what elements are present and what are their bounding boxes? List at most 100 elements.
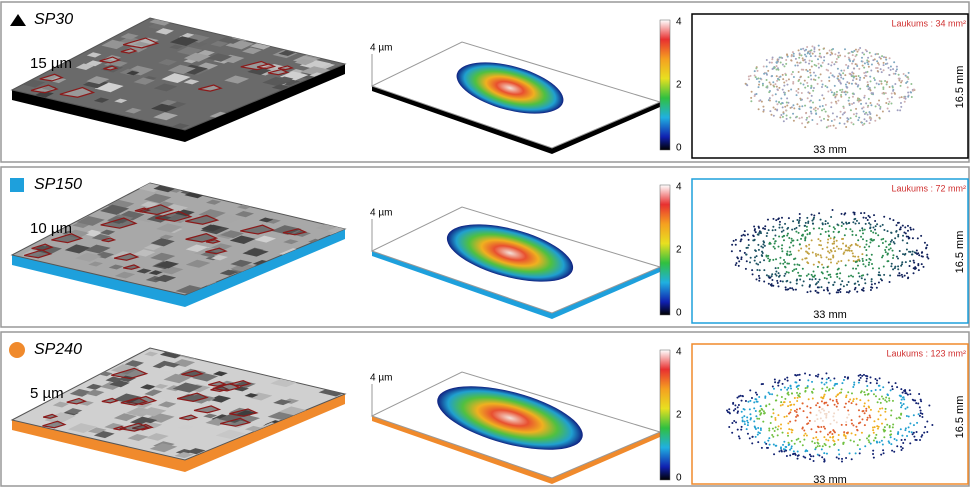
trace-dot bbox=[879, 80, 881, 82]
trace-dot bbox=[827, 63, 829, 65]
trace-dot bbox=[898, 80, 900, 82]
trace-dot bbox=[799, 408, 801, 410]
trace-dot bbox=[874, 220, 876, 222]
trace-dot bbox=[883, 216, 885, 218]
trace-dot bbox=[794, 374, 796, 376]
trace-dot bbox=[908, 431, 910, 433]
trace-dot bbox=[786, 114, 788, 116]
trace-dot bbox=[890, 65, 892, 67]
trace-dot bbox=[821, 382, 823, 384]
trace-dot bbox=[767, 255, 769, 257]
trace-dot bbox=[928, 404, 930, 406]
trace-dot bbox=[868, 439, 870, 441]
trace-dot bbox=[852, 276, 854, 278]
trace-dot bbox=[801, 92, 803, 94]
trace-dot bbox=[873, 457, 875, 459]
trace-dot bbox=[866, 419, 868, 421]
trace-dot bbox=[812, 218, 814, 220]
trace-dot bbox=[861, 418, 863, 420]
trace-dot bbox=[864, 394, 866, 396]
trace-dot bbox=[786, 234, 788, 236]
trace-dot bbox=[874, 229, 876, 231]
trace-dot bbox=[871, 278, 873, 280]
width-label: 33 mm bbox=[813, 474, 847, 486]
trace-dot bbox=[747, 233, 749, 235]
trace-dot bbox=[820, 431, 822, 433]
trace-dot bbox=[799, 106, 801, 108]
trace-dot bbox=[800, 54, 802, 56]
trace-dot bbox=[833, 419, 835, 421]
trace-dot bbox=[740, 258, 742, 260]
trace-dot bbox=[883, 274, 885, 276]
trace-dot bbox=[741, 411, 743, 413]
trace-dot bbox=[879, 106, 881, 108]
trace-dot bbox=[921, 263, 923, 265]
trace-dot bbox=[913, 432, 915, 434]
trace-dot bbox=[815, 290, 817, 292]
trace-dot bbox=[775, 426, 777, 428]
trace-dot bbox=[800, 238, 802, 240]
trace-dot bbox=[923, 266, 925, 268]
trace-dot bbox=[862, 263, 864, 265]
trace-dot bbox=[883, 64, 885, 66]
trace-dot bbox=[900, 265, 902, 267]
trace-dot bbox=[882, 386, 884, 388]
trace-dot bbox=[754, 74, 756, 76]
trace-dot bbox=[784, 386, 786, 388]
trace-dot bbox=[793, 120, 795, 122]
trace-dot bbox=[811, 239, 813, 241]
trace-dot bbox=[900, 428, 902, 430]
trace-dot bbox=[812, 90, 814, 92]
trace-dot bbox=[812, 397, 814, 399]
trace-dot bbox=[765, 86, 767, 88]
trace-dot bbox=[804, 50, 806, 52]
trace-dot bbox=[861, 253, 863, 255]
trace-dot bbox=[825, 111, 827, 113]
trace-dot bbox=[790, 107, 792, 109]
trace-dot bbox=[798, 57, 800, 59]
trace-dot bbox=[847, 67, 849, 69]
trace-dot bbox=[916, 431, 918, 433]
trace-dot bbox=[781, 244, 783, 246]
trace-dot bbox=[890, 436, 892, 438]
trace-dot bbox=[818, 227, 820, 229]
trace-dot bbox=[842, 242, 844, 244]
trace-dot bbox=[772, 436, 774, 438]
trace-dot bbox=[802, 426, 804, 428]
trace-dot bbox=[774, 248, 776, 250]
trace-dot bbox=[911, 254, 913, 256]
area-label: Laukums : 123 mm² bbox=[886, 348, 966, 358]
trace-dot bbox=[768, 427, 770, 429]
trace-dot bbox=[788, 428, 790, 430]
trace-dot bbox=[764, 225, 766, 227]
trace-dot bbox=[776, 109, 778, 111]
trace-dot bbox=[821, 271, 823, 273]
trace-dot bbox=[769, 97, 771, 99]
trace-dot bbox=[792, 51, 794, 53]
trace-dot bbox=[842, 72, 844, 74]
trace-dot bbox=[815, 447, 817, 449]
trace-dot bbox=[864, 412, 866, 414]
trace-dot bbox=[780, 62, 782, 64]
trace-dot bbox=[850, 275, 852, 277]
trace-dot bbox=[908, 237, 910, 239]
trace-dot bbox=[759, 269, 761, 271]
trace-dot bbox=[790, 447, 792, 449]
trace-dot bbox=[751, 436, 753, 438]
trace-dot bbox=[817, 442, 819, 444]
trace-dot bbox=[893, 73, 895, 75]
trace-dot bbox=[832, 387, 834, 389]
trace-dot bbox=[854, 218, 856, 220]
trace-dot bbox=[829, 398, 831, 400]
trace-dot bbox=[763, 66, 765, 68]
trace-dot bbox=[788, 394, 790, 396]
trace-dot bbox=[890, 247, 892, 249]
trace-dot bbox=[764, 412, 766, 414]
trace-dot bbox=[841, 458, 843, 460]
trace-dot bbox=[872, 426, 874, 428]
trace-dot bbox=[863, 118, 865, 120]
trace-dot bbox=[890, 232, 892, 234]
trace-dot bbox=[828, 234, 830, 236]
trace-dot bbox=[825, 390, 827, 392]
trace-dot bbox=[775, 267, 777, 269]
